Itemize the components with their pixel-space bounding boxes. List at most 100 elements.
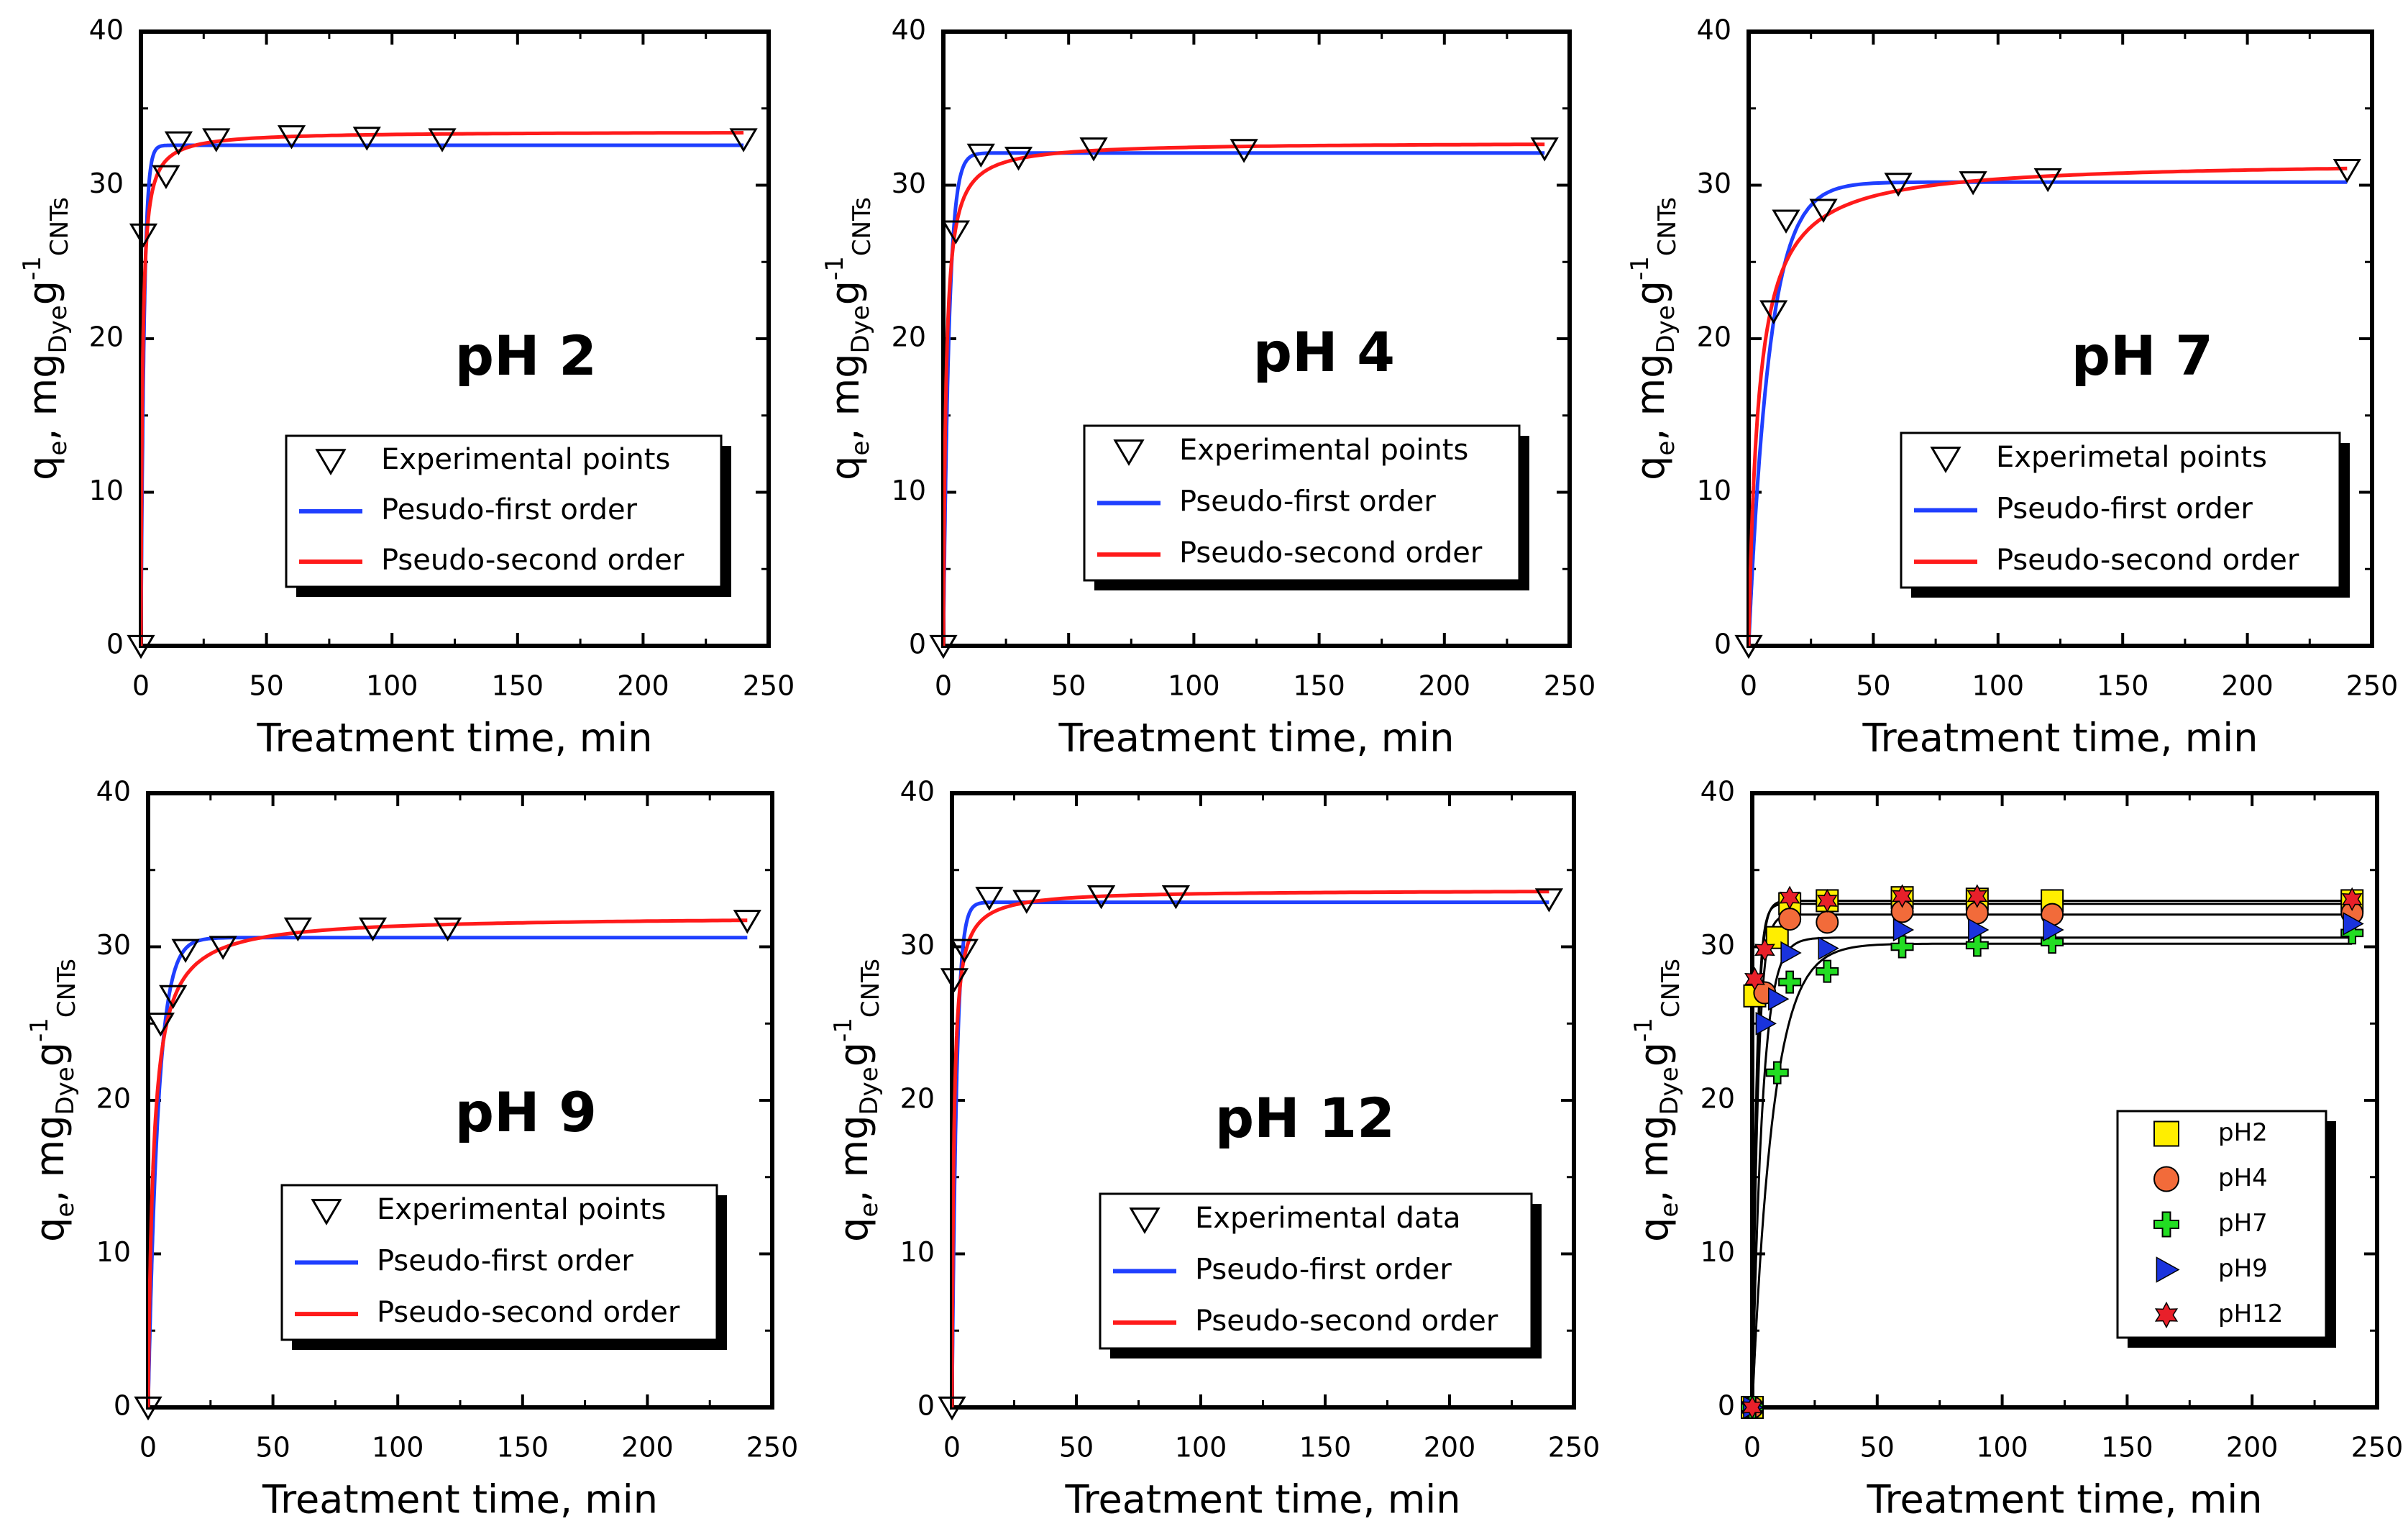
x-tick-label: 200: [1419, 670, 1471, 702]
y-axis-label-part: q: [831, 1218, 876, 1242]
x-tick-label: 0: [132, 670, 150, 702]
pseudo-second-order-curve: [141, 131, 744, 646]
data-point: [1892, 918, 1915, 942]
ph-label: pH 2: [455, 324, 597, 388]
data-point: [358, 917, 388, 942]
legend-label-pso: Pseudo-second order: [1179, 536, 1483, 570]
data-point: [1765, 1061, 1789, 1084]
x-tick-label: 0: [1744, 1432, 1761, 1463]
legend-marker-experimental: [311, 1199, 342, 1225]
y-axis-label: qe, mgDyeg-1CNTs: [820, 197, 876, 480]
data-point: [938, 1396, 966, 1421]
legend-label-pso: Pseudo-second order: [377, 1296, 680, 1329]
data-point: [209, 936, 237, 960]
legend-marker-experimental: [1930, 447, 1961, 473]
y-tick-label: 20: [900, 1083, 935, 1115]
y-tick-label: 30: [96, 929, 131, 961]
data-point: [2341, 887, 2363, 911]
y-axis-label-part: e: [1655, 1202, 1684, 1218]
y-axis-label-part: CNTs: [856, 959, 885, 1018]
legend-label-experimental: Experimental points: [381, 443, 670, 476]
y-axis-label-part: q: [27, 1218, 73, 1242]
legend-label-pso: Pseudo-second order: [381, 544, 685, 577]
data-point: [1816, 888, 1838, 913]
x-tick-label: 250: [743, 670, 795, 702]
legend-label-pH4: pH4: [2218, 1164, 2268, 1192]
y-axis-label: qe, mgDyeg-1CNTs: [829, 959, 885, 1242]
y-tick-label: 30: [900, 929, 935, 961]
x-axis-label: Treatment time, min: [256, 716, 652, 761]
y-axis-label-part: Dye: [1652, 305, 1680, 353]
y-axis-label-part: CNTs: [1657, 959, 1685, 1018]
y-axis-label-part: e: [51, 1202, 80, 1218]
y-tick-label: 0: [1714, 629, 1731, 660]
y-axis-label-part: q: [1628, 456, 1673, 480]
x-tick-label: 150: [2101, 1432, 2153, 1463]
y-axis-label-part: CNTs: [848, 197, 876, 256]
data-point: [1734, 634, 1763, 659]
y-axis-label-part: g: [831, 1042, 876, 1067]
y-axis-label-part: -1: [1626, 256, 1654, 280]
fit-curve-pH12: [1752, 900, 2353, 1407]
x-tick-label: 200: [1424, 1432, 1476, 1463]
fit-curves: [1752, 900, 2353, 1407]
y-axis-label: qe, mgDyeg-1CNTs: [1626, 197, 1682, 480]
data-point: [159, 985, 188, 1010]
y-axis-label-part: , mg: [823, 354, 868, 441]
data-point: [134, 1396, 162, 1421]
x-tick-label: 50: [249, 670, 283, 702]
legend-label-pH7: pH7: [2218, 1209, 2268, 1238]
y-tick-label: 30: [892, 168, 926, 199]
legend-marker-experimental: [1113, 439, 1145, 466]
data-point: [1780, 941, 1802, 965]
x-tick-label: 250: [2351, 1432, 2404, 1463]
y-tick-label: 10: [892, 475, 926, 506]
data-point: [1968, 918, 1990, 942]
data-point: [129, 223, 158, 248]
legend-marker-pH2: [2153, 1120, 2179, 1147]
y-axis-label-part: g: [20, 280, 65, 305]
data-point: [941, 220, 971, 245]
data-point: [1818, 936, 1839, 960]
data-point: [1965, 933, 1989, 957]
y-tick-label: 40: [900, 776, 935, 808]
x-tick-label: 150: [492, 670, 544, 702]
legend-label-experimental: Experimetal points: [1996, 441, 2267, 474]
data-point: [171, 939, 200, 964]
data-point: [1161, 885, 1191, 910]
data-point: [729, 128, 758, 152]
y-axis-label-part: Dye: [44, 305, 73, 353]
y-tick-label: 20: [1697, 321, 1731, 353]
y-axis-label-part: -1: [1629, 1018, 1658, 1042]
chart-panel-5: 0 50 100 150 200 250 0 10 20 30 40 Treatment time, …: [829, 776, 1600, 1522]
y-axis-label: qe, mgDyeg-1CNTs: [1629, 959, 1685, 1242]
fit-curves: [952, 890, 1549, 1407]
y-tick-label: 20: [892, 321, 926, 353]
chart-panel-6: 0 50 100 150 200 250 0 10 20 30 40 Treatment time, …: [1629, 776, 2403, 1522]
legend-label-pfo: Pseudo-first order: [1179, 485, 1436, 519]
y-tick-label: 10: [1700, 1236, 1735, 1268]
experimental-points: [127, 125, 758, 659]
legend-marker-pH4: [2153, 1166, 2179, 1192]
y-tick-label: 0: [106, 629, 124, 660]
x-tick-label: 50: [1059, 1432, 1094, 1463]
data-point: [434, 917, 462, 942]
y-axis-label-part: Dye: [1655, 1067, 1684, 1115]
experimental-points: [929, 137, 1559, 659]
fit-curves: [141, 131, 744, 646]
legend-label-pfo: Pesudo-first order: [381, 493, 638, 526]
x-tick-label: 0: [935, 670, 952, 702]
y-axis-label-part: g: [27, 1042, 73, 1067]
y-axis-label-part: Dye: [51, 1067, 80, 1115]
data-point: [1004, 146, 1033, 171]
y-tick-label: 20: [96, 1083, 131, 1115]
x-tick-label: 50: [1860, 1432, 1895, 1463]
data-point: [283, 917, 312, 942]
y-tick-label: 0: [909, 629, 926, 660]
data-point: [1741, 1395, 1763, 1420]
x-tick-label: 100: [372, 1432, 424, 1463]
y-tick-label: 10: [900, 1236, 935, 1268]
ph-label: pH 12: [1215, 1086, 1395, 1150]
fit-curve-pH7: [1752, 942, 2353, 1407]
